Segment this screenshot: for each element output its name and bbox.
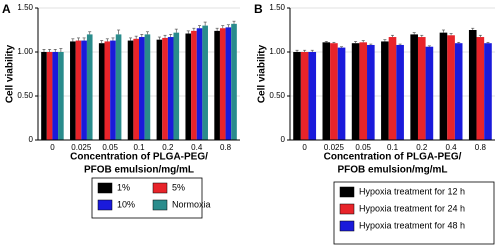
y-tick-label: 0 bbox=[29, 135, 34, 144]
x-tick-label: 0.05 bbox=[102, 143, 118, 152]
panel-label: B bbox=[254, 2, 263, 16]
legend-swatch bbox=[152, 199, 168, 211]
y-tick-label: 1.00 bbox=[17, 47, 33, 56]
bar bbox=[81, 40, 87, 141]
x-tick-label: 0.025 bbox=[71, 143, 92, 152]
legend-label: Hypoxia treatment for 48 h bbox=[359, 220, 465, 230]
bar bbox=[167, 37, 174, 140]
bar bbox=[139, 37, 145, 140]
bar bbox=[46, 52, 53, 140]
bar bbox=[396, 44, 404, 140]
bar bbox=[231, 23, 237, 141]
bar bbox=[388, 37, 397, 140]
bar bbox=[367, 44, 375, 140]
legend-swatch bbox=[152, 182, 168, 194]
y-tick-label: 0.50 bbox=[269, 91, 285, 100]
legend-box bbox=[91, 177, 203, 219]
x-axis-label: PFOB emulsion/mg/mL bbox=[337, 165, 447, 176]
bar bbox=[185, 33, 192, 140]
bar bbox=[86, 34, 93, 140]
x-tick-label: 0.8 bbox=[220, 143, 232, 152]
panel-label: A bbox=[2, 2, 11, 16]
x-tick-label: 0.2 bbox=[162, 143, 174, 152]
bar bbox=[191, 30, 197, 141]
legend-swatch bbox=[97, 182, 113, 194]
x-axis-label: Concentration of PLGA-PEG/ bbox=[70, 152, 208, 163]
x-tick-label: 0 bbox=[302, 143, 307, 152]
y-tick-label: 1.50 bbox=[17, 3, 33, 12]
bar bbox=[359, 42, 368, 140]
x-axis-label: PFOB emulsion/mg/mL bbox=[84, 165, 194, 176]
bar bbox=[173, 32, 180, 140]
bar bbox=[225, 27, 232, 140]
bar bbox=[110, 40, 116, 141]
bar bbox=[322, 42, 331, 140]
y-tick-label: 0.50 bbox=[17, 91, 33, 100]
bar bbox=[70, 41, 76, 140]
x-tick-label: 0 bbox=[50, 143, 55, 152]
bar bbox=[308, 52, 317, 140]
x-tick-label: 0.025 bbox=[324, 143, 345, 152]
x-tick-label: 0.1 bbox=[387, 143, 399, 152]
legend-box bbox=[333, 181, 495, 245]
bar bbox=[300, 52, 309, 140]
x-tick-label: 0.4 bbox=[446, 143, 458, 152]
bar bbox=[58, 52, 64, 140]
bar bbox=[293, 52, 301, 140]
bar bbox=[104, 41, 111, 140]
legend-label: 5% bbox=[172, 182, 185, 192]
y-axis-label: Cell viability bbox=[5, 44, 16, 103]
legend-swatch bbox=[339, 203, 355, 215]
legend-swatch bbox=[339, 220, 355, 232]
bar bbox=[75, 40, 82, 141]
legend-label: Hypoxia treatment for 24 h bbox=[359, 203, 465, 213]
bar bbox=[337, 47, 346, 140]
x-axis-label: Concentration of PLGA-PEG/ bbox=[324, 152, 462, 163]
bar bbox=[447, 35, 455, 140]
bar bbox=[439, 32, 448, 140]
x-tick-label: 0.2 bbox=[416, 143, 428, 152]
bar bbox=[196, 28, 203, 141]
bar bbox=[484, 43, 492, 141]
x-tick-label: 0.4 bbox=[191, 143, 203, 152]
bar bbox=[162, 37, 168, 140]
bar bbox=[156, 39, 163, 140]
bar bbox=[98, 43, 105, 141]
bar bbox=[41, 52, 47, 140]
bar bbox=[219, 28, 226, 141]
bar bbox=[127, 40, 134, 141]
bar bbox=[381, 41, 389, 140]
y-tick-label: 0 bbox=[281, 135, 286, 144]
bar bbox=[115, 34, 122, 140]
y-axis-label: Cell viability bbox=[257, 44, 268, 103]
x-tick-label: 0.1 bbox=[133, 143, 145, 152]
legend-label: 10% bbox=[117, 199, 135, 209]
legend-label: 1% bbox=[117, 182, 130, 192]
legend-label: Hypoxia treatment for 12 h bbox=[359, 186, 465, 196]
bar bbox=[417, 37, 426, 140]
y-tick-label: 1.50 bbox=[269, 3, 285, 12]
legend-label: Normoxia bbox=[172, 199, 211, 209]
bar bbox=[52, 52, 59, 140]
bar bbox=[133, 38, 139, 140]
legend-swatch bbox=[97, 199, 113, 211]
y-tick-label: 1.00 bbox=[269, 47, 285, 56]
bar bbox=[202, 25, 208, 141]
x-tick-label: 0.05 bbox=[355, 143, 371, 152]
bar bbox=[410, 34, 418, 140]
bar bbox=[454, 43, 463, 141]
x-tick-label: 0.8 bbox=[475, 143, 487, 152]
bar bbox=[468, 30, 477, 140]
legend-swatch bbox=[339, 186, 355, 198]
bar bbox=[476, 37, 485, 140]
bar bbox=[144, 34, 151, 140]
bar bbox=[351, 43, 360, 141]
bar bbox=[425, 46, 434, 140]
bar bbox=[330, 43, 338, 141]
bar bbox=[214, 30, 220, 141]
